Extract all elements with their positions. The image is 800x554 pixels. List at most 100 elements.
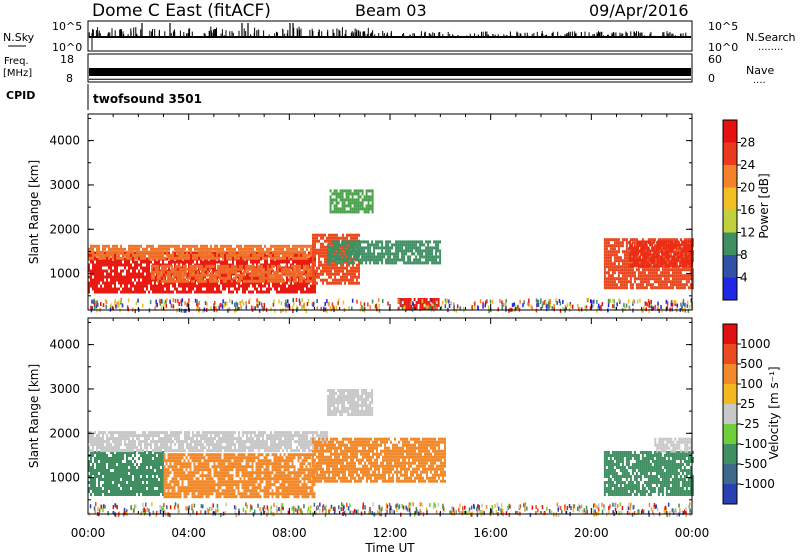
power-cell <box>433 261 436 265</box>
power-cell <box>208 253 210 257</box>
velocity-cell <box>100 451 102 454</box>
power-cell <box>202 250 204 254</box>
power-cell <box>170 253 172 257</box>
power-cell <box>641 286 644 290</box>
power-speck <box>684 306 686 311</box>
velocity-cell <box>104 469 106 472</box>
power-cell <box>613 262 616 266</box>
velocity-cell <box>90 472 92 475</box>
power-speck <box>593 299 595 304</box>
power-cell <box>292 247 294 251</box>
power-cell <box>393 255 396 259</box>
power-cell <box>102 290 104 294</box>
velocity-cell <box>102 457 104 460</box>
power-speck <box>154 306 156 311</box>
power-speck <box>293 301 295 306</box>
power-cell <box>302 244 304 248</box>
power-cell <box>246 260 248 264</box>
power-cell <box>206 287 208 291</box>
power-cell <box>96 266 98 270</box>
power-cell <box>633 271 636 275</box>
power-speck <box>657 301 659 306</box>
power-cell <box>114 278 116 282</box>
power-cell <box>611 250 614 254</box>
power-cell <box>178 244 180 248</box>
power-cell <box>356 236 358 240</box>
power-cell <box>665 240 668 244</box>
power-speck <box>488 309 490 314</box>
power-speck <box>499 299 501 303</box>
power-cell <box>260 287 262 291</box>
power-speck <box>541 304 544 309</box>
power-speck <box>411 301 413 306</box>
power-cell <box>166 279 169 283</box>
power-cell <box>180 279 183 283</box>
power-cell <box>104 263 106 267</box>
velocity-cell <box>102 472 104 475</box>
power-cell <box>633 280 636 284</box>
power-cell <box>228 290 230 294</box>
nsky-label: N.Sky <box>3 31 35 44</box>
power-cell <box>204 269 206 273</box>
velocity-cell <box>94 460 96 463</box>
power-cell <box>407 301 410 304</box>
velocity-cell <box>92 451 94 454</box>
power-speck <box>632 300 634 304</box>
power-cell <box>276 267 279 271</box>
power-cell <box>331 192 334 196</box>
power-cell <box>152 256 154 260</box>
power-cell <box>324 257 326 261</box>
power-cell <box>651 286 654 290</box>
power-speck <box>183 309 185 313</box>
power-cell <box>649 271 652 275</box>
power-speck <box>491 299 494 304</box>
power-cell <box>637 268 640 272</box>
power-cell <box>340 275 342 279</box>
power-cell <box>359 258 362 262</box>
power-cell <box>172 284 174 288</box>
power-speck <box>241 299 243 304</box>
power-speck <box>219 304 221 309</box>
power-cell <box>220 270 223 274</box>
power-cell <box>278 247 280 251</box>
power-cell <box>158 244 160 248</box>
power-cell <box>92 284 94 288</box>
power-cell <box>278 244 280 248</box>
power-cell <box>190 250 192 254</box>
power-cell <box>176 279 179 283</box>
power-cell <box>106 287 108 291</box>
power-cell <box>244 253 246 257</box>
power-cell <box>194 269 196 273</box>
power-speck <box>351 298 354 303</box>
power-cell <box>148 281 150 285</box>
power-cell <box>304 290 306 294</box>
power-cell <box>341 258 344 262</box>
power-cell <box>134 272 136 276</box>
power-cell <box>160 275 162 279</box>
power-cell <box>365 192 368 196</box>
power-cell <box>206 290 208 294</box>
power-cell <box>326 245 328 249</box>
power-cell <box>357 201 360 205</box>
power-cell <box>348 242 350 246</box>
power-cell <box>673 268 676 272</box>
power-cell <box>270 264 273 268</box>
power-cell <box>343 243 346 247</box>
power-cell <box>609 277 612 281</box>
power-cell <box>669 261 672 265</box>
power-cell <box>174 244 176 248</box>
power-cell <box>649 283 652 287</box>
power-cell <box>218 287 220 291</box>
power-cell <box>274 247 276 251</box>
power-cell <box>647 255 650 259</box>
power-cell <box>196 264 199 268</box>
power-cell <box>264 290 266 294</box>
power-speck <box>596 305 599 310</box>
power-cell <box>324 239 326 243</box>
power-cell <box>681 274 684 278</box>
power-speck <box>598 303 600 308</box>
power-cell <box>264 254 266 258</box>
power-cell <box>148 272 150 276</box>
power-cell <box>415 304 418 307</box>
power-cell <box>96 275 98 279</box>
